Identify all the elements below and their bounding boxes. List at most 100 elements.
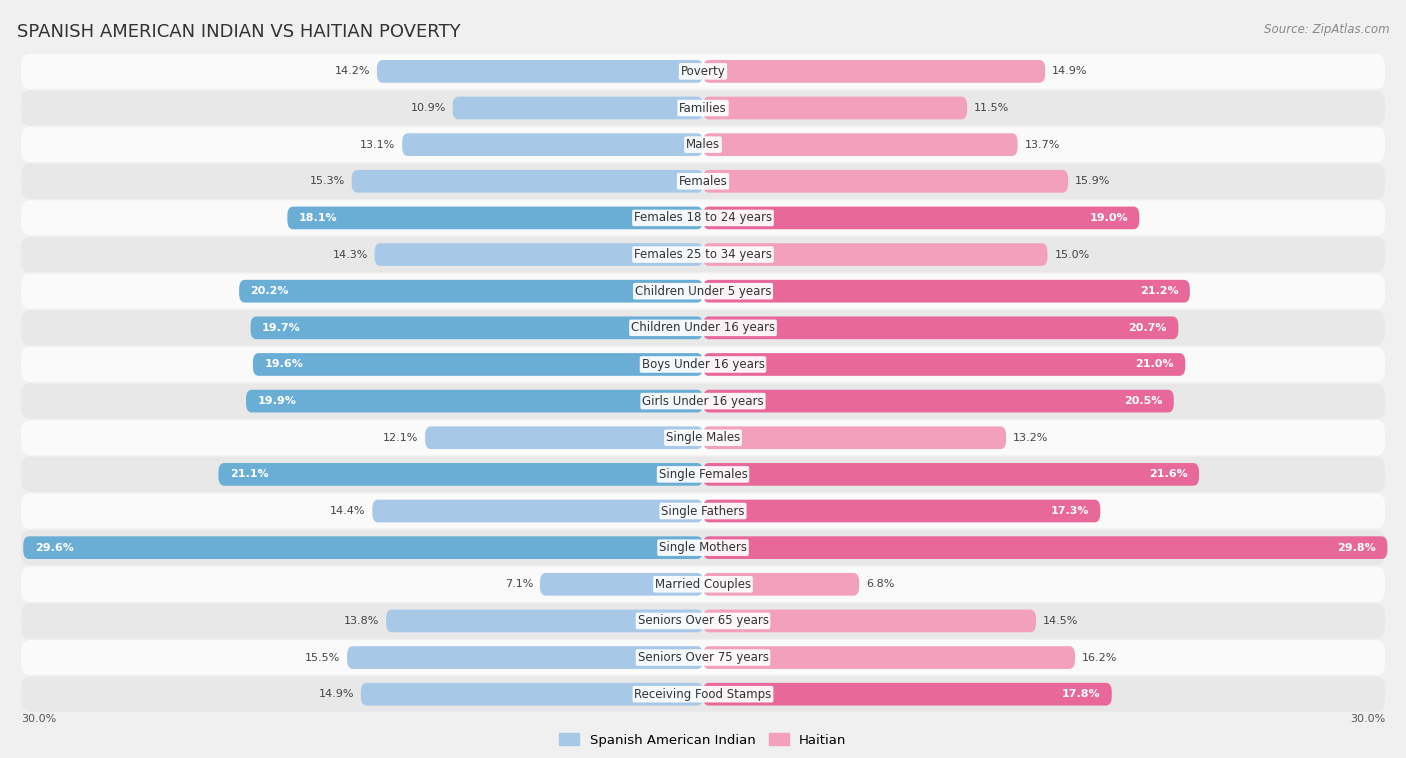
Text: Families: Families [679, 102, 727, 114]
FancyBboxPatch shape [703, 463, 1199, 486]
Text: 14.2%: 14.2% [335, 67, 370, 77]
Text: 30.0%: 30.0% [1350, 714, 1385, 725]
FancyBboxPatch shape [703, 60, 1045, 83]
FancyBboxPatch shape [703, 170, 1069, 193]
Text: 15.0%: 15.0% [1054, 249, 1090, 259]
FancyBboxPatch shape [377, 60, 703, 83]
Text: 13.1%: 13.1% [360, 139, 395, 149]
FancyBboxPatch shape [21, 127, 1385, 162]
Text: Males: Males [686, 138, 720, 151]
Text: 13.7%: 13.7% [1025, 139, 1060, 149]
FancyBboxPatch shape [425, 427, 703, 449]
FancyBboxPatch shape [402, 133, 703, 156]
Text: Girls Under 16 years: Girls Under 16 years [643, 395, 763, 408]
FancyBboxPatch shape [21, 603, 1385, 638]
Text: 11.5%: 11.5% [974, 103, 1010, 113]
Text: 19.9%: 19.9% [257, 396, 297, 406]
FancyBboxPatch shape [21, 237, 1385, 272]
FancyBboxPatch shape [218, 463, 703, 486]
Text: 20.7%: 20.7% [1129, 323, 1167, 333]
FancyBboxPatch shape [703, 573, 859, 596]
Text: 14.9%: 14.9% [318, 689, 354, 699]
FancyBboxPatch shape [287, 207, 703, 229]
Text: Married Couples: Married Couples [655, 578, 751, 590]
Text: Single Fathers: Single Fathers [661, 505, 745, 518]
FancyBboxPatch shape [250, 317, 703, 339]
Text: 7.1%: 7.1% [505, 579, 533, 589]
FancyBboxPatch shape [21, 530, 1385, 565]
Text: 29.8%: 29.8% [1337, 543, 1376, 553]
Text: 30.0%: 30.0% [21, 714, 56, 725]
Text: 29.6%: 29.6% [35, 543, 73, 553]
Text: 16.2%: 16.2% [1083, 653, 1118, 662]
Text: Boys Under 16 years: Boys Under 16 years [641, 358, 765, 371]
FancyBboxPatch shape [21, 310, 1385, 346]
Text: 21.6%: 21.6% [1149, 469, 1188, 479]
Text: 21.1%: 21.1% [231, 469, 269, 479]
FancyBboxPatch shape [21, 164, 1385, 199]
FancyBboxPatch shape [703, 609, 1036, 632]
FancyBboxPatch shape [373, 500, 703, 522]
Text: 12.1%: 12.1% [382, 433, 418, 443]
FancyBboxPatch shape [24, 537, 703, 559]
FancyBboxPatch shape [703, 427, 1007, 449]
FancyBboxPatch shape [703, 207, 1139, 229]
FancyBboxPatch shape [21, 384, 1385, 418]
Text: 20.2%: 20.2% [250, 287, 290, 296]
Text: Source: ZipAtlas.com: Source: ZipAtlas.com [1264, 23, 1389, 36]
FancyBboxPatch shape [703, 647, 1076, 669]
FancyBboxPatch shape [352, 170, 703, 193]
Text: 17.8%: 17.8% [1062, 689, 1101, 699]
FancyBboxPatch shape [703, 280, 1189, 302]
Text: Females 18 to 24 years: Females 18 to 24 years [634, 211, 772, 224]
Text: Seniors Over 75 years: Seniors Over 75 years [637, 651, 769, 664]
FancyBboxPatch shape [21, 420, 1385, 456]
FancyBboxPatch shape [361, 683, 703, 706]
Text: 6.8%: 6.8% [866, 579, 894, 589]
FancyBboxPatch shape [21, 200, 1385, 236]
FancyBboxPatch shape [703, 537, 1388, 559]
Text: 19.7%: 19.7% [262, 323, 301, 333]
FancyBboxPatch shape [703, 133, 1018, 156]
Text: 21.0%: 21.0% [1135, 359, 1174, 369]
Text: 13.2%: 13.2% [1012, 433, 1049, 443]
FancyBboxPatch shape [387, 609, 703, 632]
Text: 19.6%: 19.6% [264, 359, 304, 369]
FancyBboxPatch shape [21, 347, 1385, 382]
Text: 19.0%: 19.0% [1090, 213, 1128, 223]
Text: 15.5%: 15.5% [305, 653, 340, 662]
FancyBboxPatch shape [21, 677, 1385, 712]
Text: 21.2%: 21.2% [1140, 287, 1178, 296]
Text: 13.8%: 13.8% [344, 616, 380, 626]
FancyBboxPatch shape [21, 640, 1385, 675]
Text: Single Males: Single Males [666, 431, 740, 444]
FancyBboxPatch shape [239, 280, 703, 302]
Text: Children Under 5 years: Children Under 5 years [634, 285, 772, 298]
FancyBboxPatch shape [21, 493, 1385, 528]
Text: 14.4%: 14.4% [330, 506, 366, 516]
Text: 14.3%: 14.3% [332, 249, 368, 259]
FancyBboxPatch shape [703, 97, 967, 119]
Text: 17.3%: 17.3% [1050, 506, 1088, 516]
FancyBboxPatch shape [703, 683, 1112, 706]
Text: Single Females: Single Females [658, 468, 748, 481]
FancyBboxPatch shape [246, 390, 703, 412]
FancyBboxPatch shape [21, 567, 1385, 602]
FancyBboxPatch shape [21, 54, 1385, 89]
Text: Females: Females [679, 175, 727, 188]
FancyBboxPatch shape [21, 90, 1385, 126]
Text: 18.1%: 18.1% [299, 213, 337, 223]
FancyBboxPatch shape [703, 243, 1047, 266]
Text: Single Mothers: Single Mothers [659, 541, 747, 554]
Text: 15.9%: 15.9% [1076, 177, 1111, 186]
Text: 14.9%: 14.9% [1052, 67, 1088, 77]
Legend: Spanish American Indian, Haitian: Spanish American Indian, Haitian [554, 728, 852, 752]
FancyBboxPatch shape [253, 353, 703, 376]
FancyBboxPatch shape [21, 457, 1385, 492]
FancyBboxPatch shape [21, 274, 1385, 309]
FancyBboxPatch shape [703, 390, 1174, 412]
FancyBboxPatch shape [703, 317, 1178, 339]
Text: Receiving Food Stamps: Receiving Food Stamps [634, 688, 772, 700]
Text: SPANISH AMERICAN INDIAN VS HAITIAN POVERTY: SPANISH AMERICAN INDIAN VS HAITIAN POVER… [17, 23, 461, 41]
Text: 15.3%: 15.3% [309, 177, 344, 186]
